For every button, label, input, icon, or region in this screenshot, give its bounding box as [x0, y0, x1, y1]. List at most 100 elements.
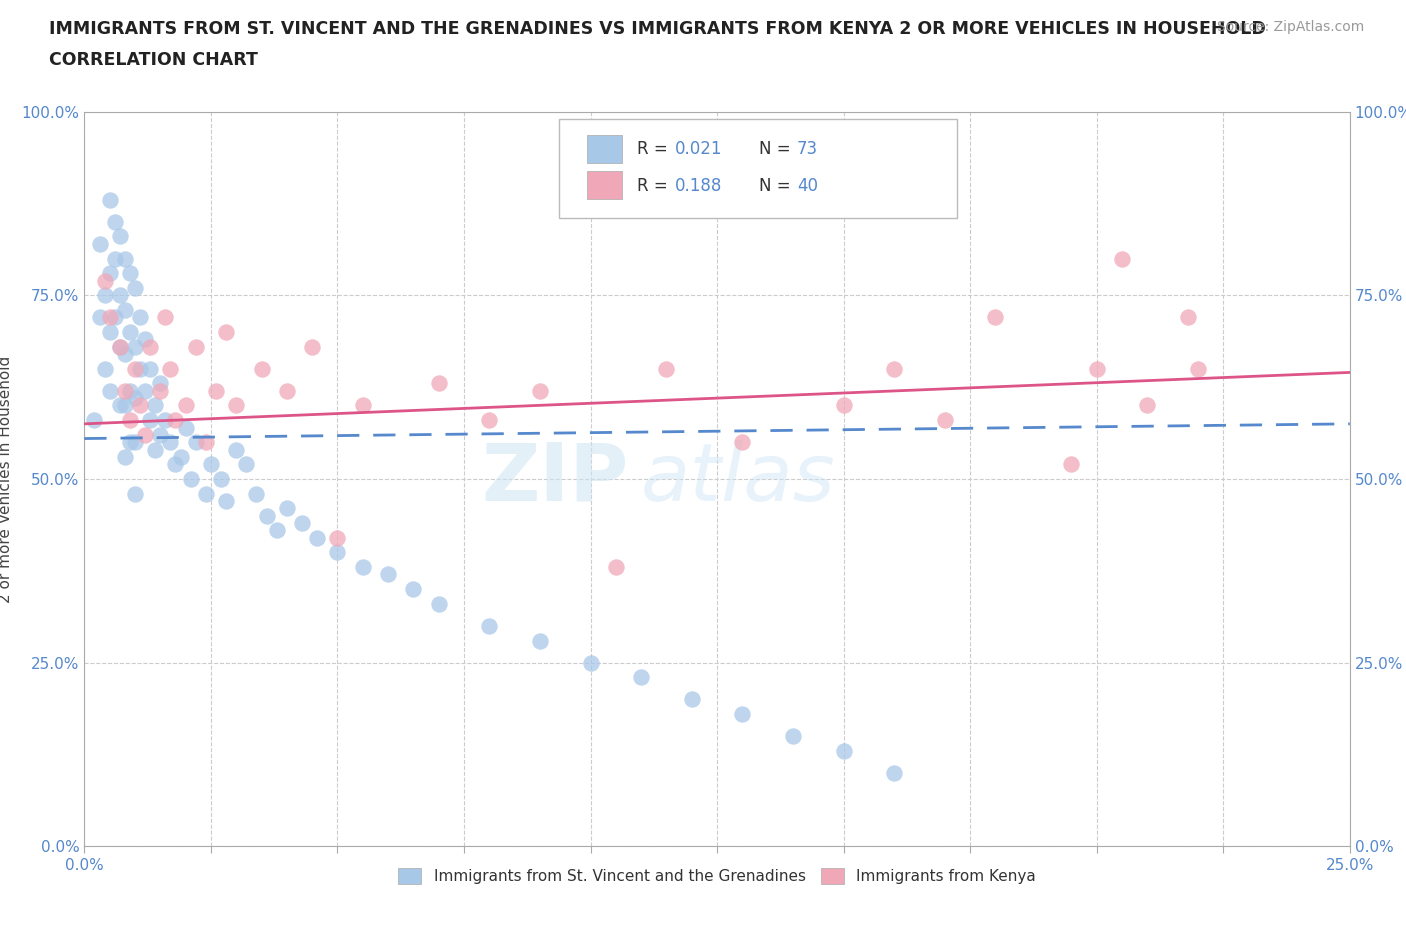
Point [169, 449, 191, 464]
Text: atlas: atlas [641, 440, 837, 518]
Point [124, 435, 146, 450]
Point [155, 310, 177, 325]
Point [402, 582, 425, 597]
Point [832, 398, 855, 413]
Point [149, 383, 172, 398]
Point [250, 361, 273, 376]
Point [194, 435, 217, 450]
Point [124, 486, 146, 501]
Point [731, 707, 754, 722]
Point [149, 428, 172, 443]
Point [235, 457, 257, 472]
Text: Source: ZipAtlas.com: Source: ZipAtlas.com [1216, 20, 1364, 34]
Point [883, 765, 905, 780]
Text: 73: 73 [797, 140, 818, 158]
Point [266, 523, 288, 538]
Point [108, 398, 131, 413]
Y-axis label: 2 or more Vehicles in Household: 2 or more Vehicles in Household [0, 355, 13, 603]
Point [352, 398, 374, 413]
Point [124, 339, 146, 354]
Point [205, 383, 228, 398]
Point [104, 215, 127, 230]
Point [143, 442, 166, 457]
Point [579, 656, 602, 671]
Point [108, 288, 131, 303]
Point [89, 310, 111, 325]
Point [98, 383, 121, 398]
Point [93, 288, 115, 303]
Point [307, 530, 329, 545]
Point [89, 236, 111, 251]
Point [427, 596, 450, 611]
Point [114, 398, 136, 413]
Point [215, 494, 238, 509]
Point [1060, 457, 1083, 472]
Point [139, 361, 162, 376]
Point [174, 398, 197, 413]
Point [139, 413, 162, 428]
Point [98, 266, 121, 281]
Point [143, 398, 166, 413]
Point [149, 376, 172, 391]
Point [225, 442, 247, 457]
Point [165, 457, 187, 472]
Text: R =: R = [637, 140, 668, 158]
Point [832, 743, 855, 758]
Point [326, 545, 349, 560]
Point [134, 332, 156, 347]
Point [1085, 361, 1108, 376]
Point [180, 472, 202, 486]
Text: ZIP: ZIP [481, 440, 628, 518]
Point [478, 413, 501, 428]
Point [1177, 310, 1199, 325]
Point [194, 486, 217, 501]
Point [124, 361, 146, 376]
Legend: Immigrants from St. Vincent and the Grenadines, Immigrants from Kenya: Immigrants from St. Vincent and the Gren… [392, 862, 1042, 890]
Point [276, 383, 298, 398]
Point [731, 435, 754, 450]
Point [124, 391, 146, 405]
Point [118, 413, 141, 428]
Point [114, 347, 136, 362]
Point [529, 633, 551, 648]
Point [129, 310, 152, 325]
Point [83, 413, 105, 428]
Point [118, 325, 141, 339]
Point [209, 472, 232, 486]
Text: 40: 40 [797, 177, 818, 194]
Point [159, 361, 181, 376]
Point [256, 508, 278, 523]
Point [225, 398, 247, 413]
Point [114, 383, 136, 398]
Point [377, 567, 399, 582]
Point [605, 560, 627, 575]
Point [1136, 398, 1159, 413]
Point [655, 361, 678, 376]
Text: IMMIGRANTS FROM ST. VINCENT AND THE GRENADINES VS IMMIGRANTS FROM KENYA 2 OR MOR: IMMIGRANTS FROM ST. VINCENT AND THE GREN… [49, 20, 1265, 38]
Point [276, 501, 298, 516]
Point [529, 383, 551, 398]
Point [301, 339, 323, 354]
Point [291, 515, 314, 530]
Point [215, 325, 238, 339]
Text: N =: N = [759, 140, 790, 158]
Point [1187, 361, 1209, 376]
Point [114, 302, 136, 317]
Point [326, 530, 349, 545]
Point [108, 339, 131, 354]
Point [129, 361, 152, 376]
Text: 0.188: 0.188 [675, 177, 723, 194]
Bar [586, 171, 623, 199]
Point [782, 729, 804, 744]
FancyBboxPatch shape [560, 119, 957, 219]
Point [883, 361, 905, 376]
Text: CORRELATION CHART: CORRELATION CHART [49, 51, 259, 69]
Point [984, 310, 1007, 325]
Point [934, 413, 956, 428]
Point [108, 229, 131, 244]
Point [1111, 251, 1133, 266]
Point [98, 310, 121, 325]
Point [104, 310, 127, 325]
Point [134, 428, 156, 443]
Point [134, 383, 156, 398]
